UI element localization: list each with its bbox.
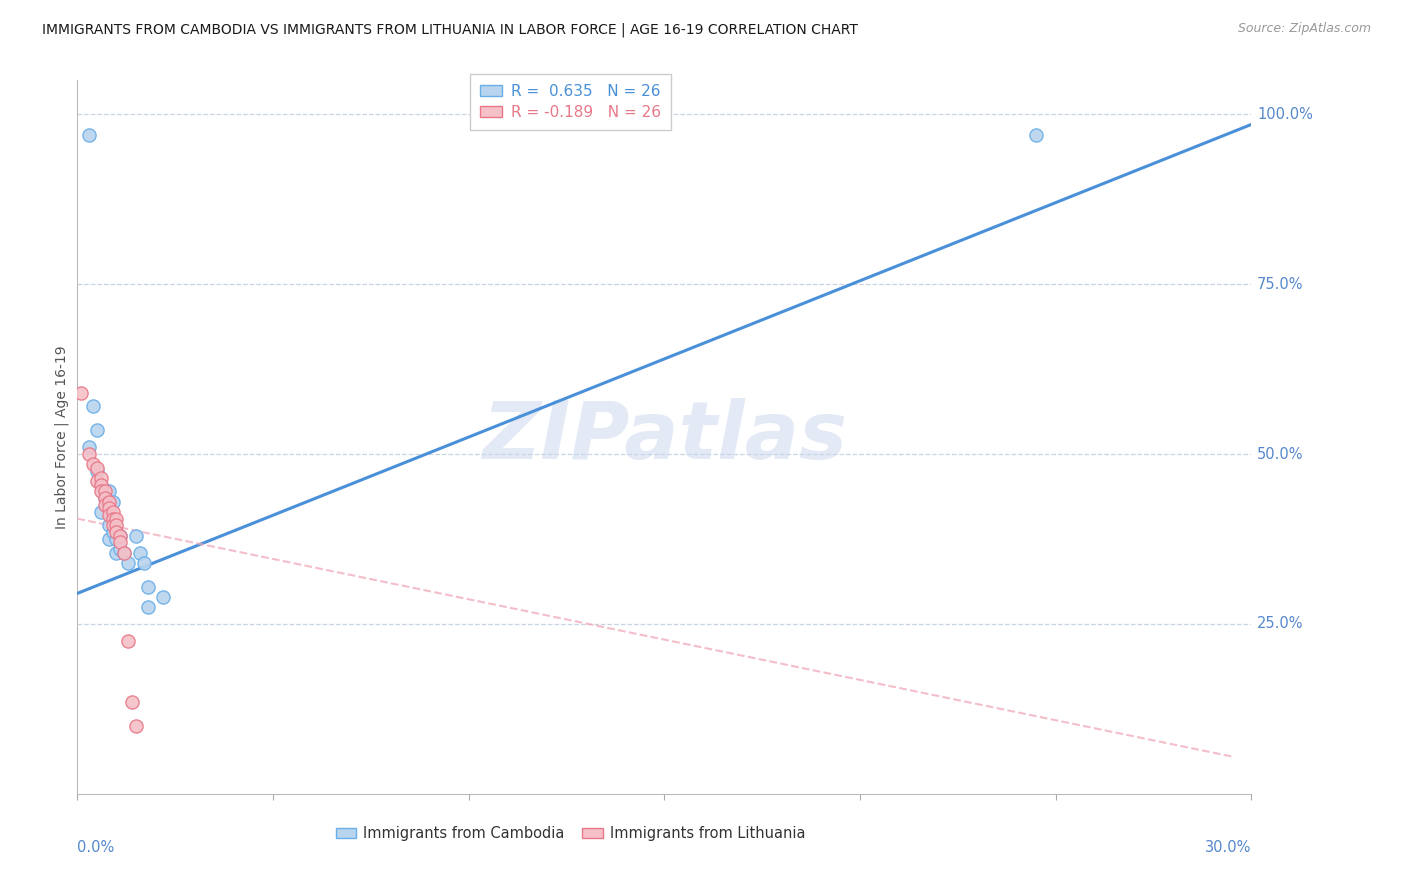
Point: [77, 440, 100, 454]
Point: [136, 599, 159, 614]
Point: [90, 471, 112, 485]
Point: [86, 423, 108, 437]
Text: 30.0%: 30.0%: [1205, 840, 1251, 855]
Point: [97, 501, 120, 516]
Point: [82, 400, 104, 414]
Point: [93, 484, 115, 499]
Point: [97, 484, 120, 499]
Point: [93, 491, 115, 506]
Point: [112, 546, 135, 560]
Point: [101, 511, 124, 525]
Point: [110, 528, 132, 542]
Point: [136, 580, 159, 594]
Point: [117, 634, 139, 648]
Point: [105, 532, 128, 546]
Text: ZIPatlas: ZIPatlas: [482, 398, 846, 476]
Point: [110, 535, 132, 549]
Point: [105, 511, 128, 525]
Point: [152, 590, 174, 604]
Point: [90, 477, 112, 491]
Point: [117, 556, 139, 570]
Point: [90, 505, 112, 519]
Point: [77, 128, 100, 142]
Text: 25.0%: 25.0%: [1257, 616, 1303, 632]
Point: [86, 475, 108, 489]
Point: [101, 505, 124, 519]
Point: [90, 477, 112, 491]
Text: 75.0%: 75.0%: [1257, 277, 1303, 292]
Point: [125, 528, 148, 542]
Point: [132, 556, 155, 570]
Point: [93, 498, 115, 512]
Point: [77, 447, 100, 461]
Point: [129, 546, 152, 560]
Point: [97, 508, 120, 523]
Point: [105, 525, 128, 540]
Legend: Immigrants from Cambodia, Immigrants from Lithuania: Immigrants from Cambodia, Immigrants fro…: [329, 821, 811, 847]
Point: [105, 546, 128, 560]
Point: [125, 719, 148, 733]
Point: [105, 518, 128, 533]
Point: [86, 460, 108, 475]
Point: [70, 385, 93, 400]
Point: [121, 695, 143, 709]
Point: [112, 546, 135, 560]
Point: [101, 525, 124, 540]
Text: 50.0%: 50.0%: [1257, 447, 1303, 461]
Point: [86, 464, 108, 478]
Point: [110, 542, 132, 557]
Point: [97, 494, 120, 508]
Point: [110, 528, 132, 542]
Point: [90, 484, 112, 499]
Point: [82, 457, 104, 471]
Text: IMMIGRANTS FROM CAMBODIA VS IMMIGRANTS FROM LITHUANIA IN LABOR FORCE | AGE 16-19: IMMIGRANTS FROM CAMBODIA VS IMMIGRANTS F…: [42, 22, 858, 37]
Point: [101, 494, 124, 508]
Text: 0.0%: 0.0%: [77, 840, 114, 855]
Point: [97, 532, 120, 546]
Point: [97, 518, 120, 533]
Point: [101, 518, 124, 533]
Point: [1025, 128, 1047, 142]
Y-axis label: In Labor Force | Age 16-19: In Labor Force | Age 16-19: [55, 345, 69, 529]
Text: Source: ZipAtlas.com: Source: ZipAtlas.com: [1237, 22, 1371, 36]
Text: 100.0%: 100.0%: [1257, 107, 1313, 122]
Point: [93, 491, 115, 506]
